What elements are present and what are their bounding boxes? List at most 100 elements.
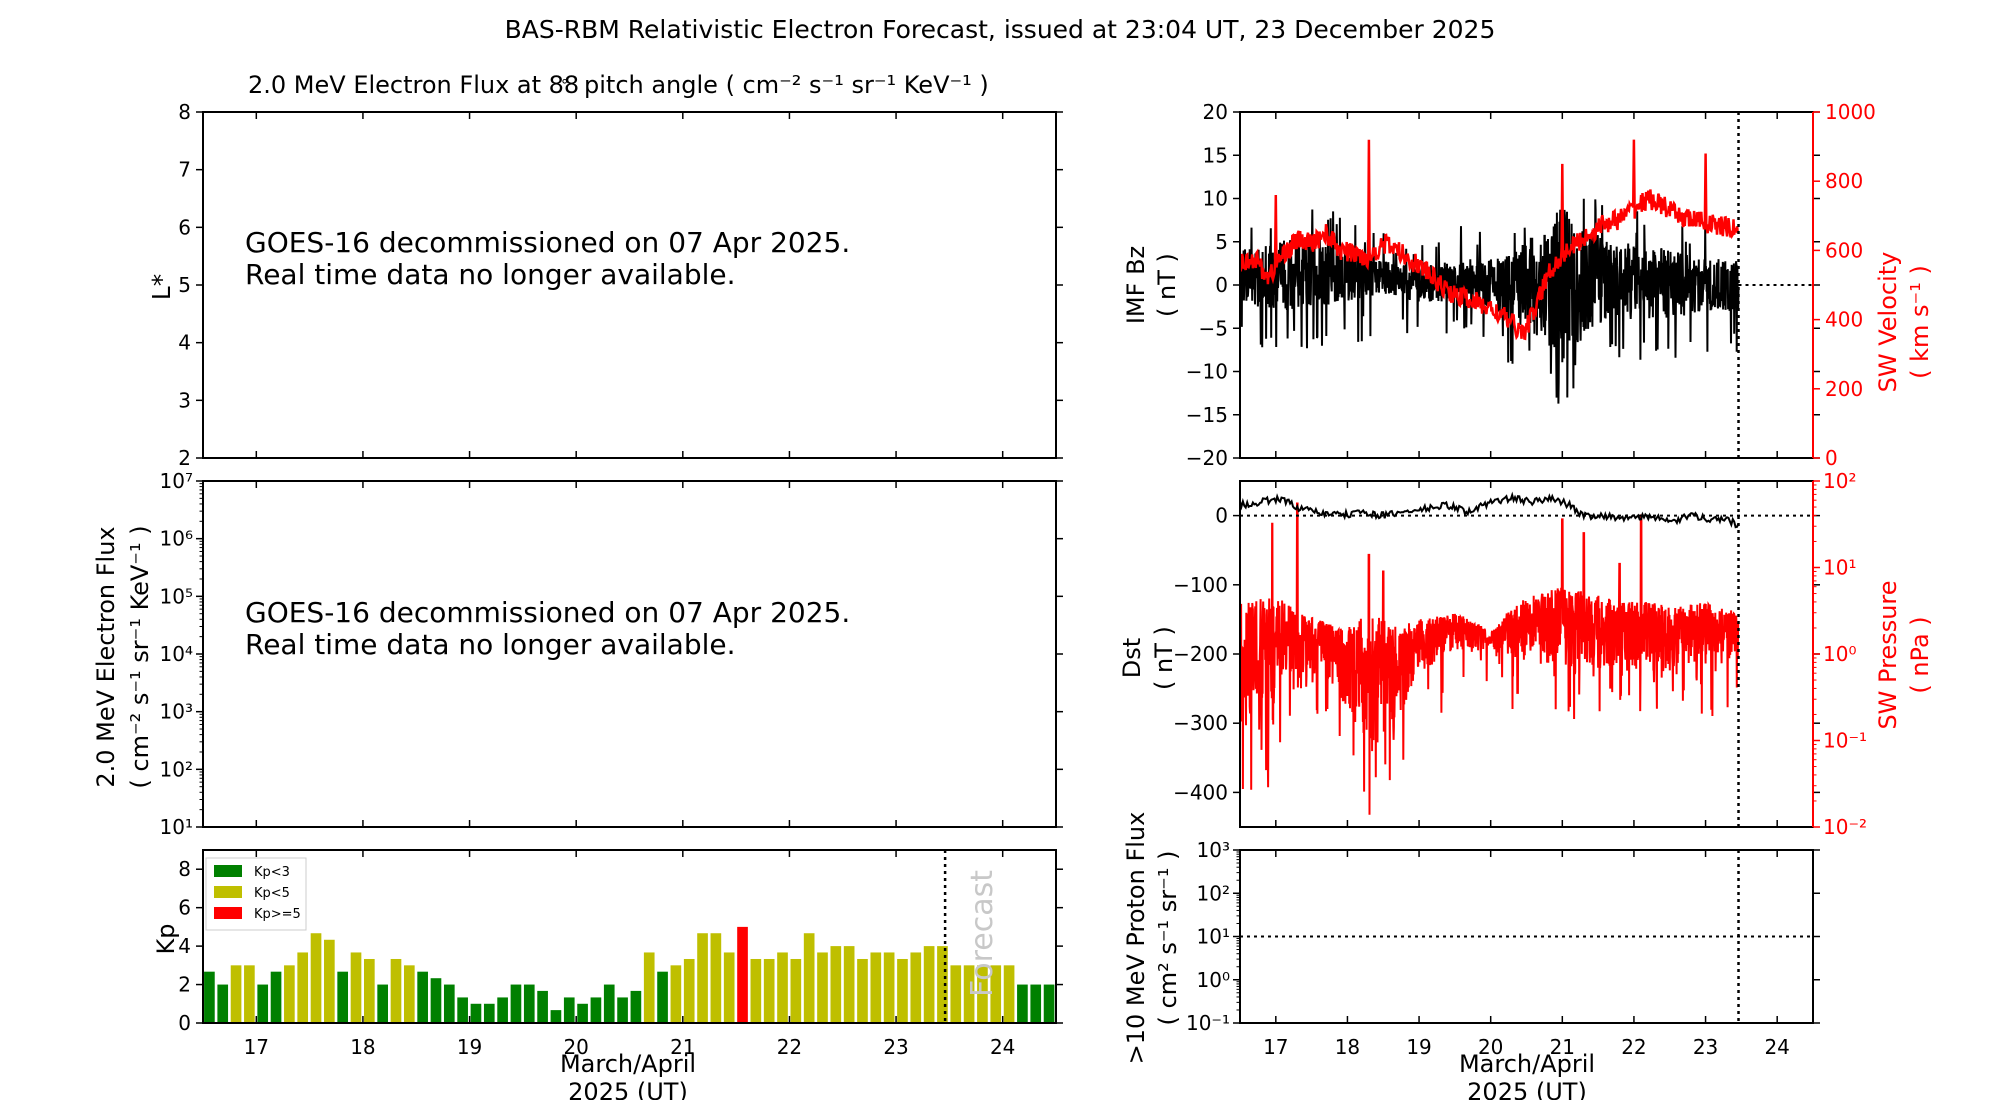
kp-bar [350, 952, 362, 1023]
kp-bar [364, 958, 375, 1023]
kp-bar [950, 965, 962, 1023]
kp-forecast-label: Forecast [965, 870, 1000, 997]
kp-bar [483, 1003, 495, 1023]
proton-xtick-label: 22 [1621, 1035, 1646, 1059]
kp-bar [630, 990, 642, 1023]
dst-panel: −400 −300 −200 −100 0 10⁻² 10⁻¹ 10⁰ 10¹ 10² Dst (… [1118, 469, 1934, 839]
kp-bar [790, 958, 802, 1023]
kp-bar [324, 939, 335, 1023]
dst-axes: −400 −300 −200 −100 0 10⁻² 10⁻¹ 10⁰ 10¹ 10² [1173, 469, 1867, 839]
eflux-ylabel-line1: 2.0 MeV Electron Flux [92, 526, 120, 787]
lstar-ytick-label: 8 [178, 100, 191, 124]
lstar-ytick-label: 2 [178, 446, 191, 470]
lstar-title-degree: ∘ [560, 72, 569, 90]
kp-bar [683, 958, 695, 1023]
eflux-message-line1: GOES-16 decommissioned on 07 Apr 2025. [245, 596, 850, 629]
kp-bar [937, 946, 948, 1023]
lstar-ytick-label: 3 [178, 388, 191, 412]
eflux-ytick-label: 10⁵ [160, 584, 193, 608]
kp-bar [257, 984, 269, 1023]
sw-pressure-label-line2: ( nPa ) [1906, 616, 1934, 693]
kp-bar [403, 965, 415, 1023]
figure-title: BAS-RBM Relativistic Electron Forecast, … [505, 15, 1496, 44]
kp-bar [963, 965, 975, 1023]
kp-bar [204, 971, 215, 1023]
proton-ylabel-line2: ( cm² s⁻¹ sr⁻¹ ) [1154, 851, 1182, 1026]
imf-ylabel-line1: IMF Bz [1122, 246, 1150, 324]
sw-velocity-label-line1: SW Velocity [1874, 252, 1902, 393]
kp-xtick-label: 18 [350, 1035, 375, 1059]
sw-velocity-ytick-label: 600 [1825, 238, 1863, 262]
dst-ytick-label: −300 [1173, 711, 1228, 735]
proton-ytick-label: 10⁰ [1197, 968, 1230, 992]
kp-bar [430, 978, 442, 1023]
proton-xtick-label: 21 [1550, 1035, 1575, 1059]
kp-xtick-label: 19 [457, 1035, 482, 1059]
kp-bar [857, 958, 868, 1023]
proton-panel: 17 18 19 20 21 22 23 24 10⁻¹ 10⁰ 10¹ 10² 10³ >10 MeV… [1122, 812, 1820, 1100]
kp-legend-swatch-mid [214, 886, 242, 898]
kp-bar [297, 952, 309, 1023]
kp-bar [1003, 965, 1015, 1023]
dst-ytick-label: −200 [1173, 642, 1228, 666]
kp-xtick-label: 17 [244, 1035, 269, 1059]
sw-pressure-ytick-label: 10⁻¹ [1823, 729, 1867, 753]
sw-pressure-series [1240, 502, 1740, 815]
kp-xtick-label: 22 [777, 1035, 802, 1059]
imf-ytick-label: −15 [1186, 403, 1228, 427]
kp-bar [737, 926, 748, 1023]
kp-bar [1043, 984, 1055, 1023]
kp-bar [310, 933, 322, 1023]
kp-bar [830, 946, 842, 1023]
kp-bar [883, 952, 895, 1023]
kp-legend-label-high: Kp>=5 [254, 907, 301, 922]
kp-bar [777, 952, 788, 1023]
kp-ytick-label: 0 [178, 1011, 191, 1035]
proton-ylabel-line1: >10 MeV Proton Flux [1122, 812, 1150, 1065]
sw-velocity-series [1240, 139, 1740, 341]
lstar-ytick-label: 7 [178, 158, 191, 182]
proton-xtick-label: 24 [1764, 1035, 1789, 1059]
kp-bar [750, 958, 762, 1023]
kp-ytick-label: 2 [178, 973, 191, 997]
kp-bar [230, 965, 242, 1023]
imf-ytick-label: −20 [1186, 446, 1228, 470]
proton-ytick-label: 10² [1197, 881, 1230, 905]
kp-bar [870, 952, 882, 1023]
kp-bar [337, 971, 349, 1023]
sw-pressure-ytick-label: 10⁻² [1823, 815, 1867, 839]
kp-bar [710, 933, 722, 1023]
kp-bar [1030, 984, 1042, 1023]
imf-ytick-label: 20 [1203, 100, 1228, 124]
lstar-axes: 2 3 4 5 6 7 8 [178, 100, 1063, 470]
kp-xtick-label: 21 [670, 1035, 695, 1059]
eflux-ytick-label: 10⁷ [160, 469, 193, 493]
kp-bar [670, 965, 682, 1023]
kp-legend-swatch-high [214, 907, 242, 919]
kp-xlabel-line1: March/April [560, 1050, 696, 1078]
lstar-ylabel: L* [147, 274, 176, 300]
kp-bar [390, 958, 402, 1023]
sw-pressure-label-line1: SW Pressure [1874, 580, 1902, 729]
sw-pressure-ytick-label: 10¹ [1823, 556, 1856, 580]
sw-velocity-label-line2: ( km s⁻¹ ) [1906, 265, 1934, 379]
kp-bar [603, 984, 615, 1023]
proton-ytick-label: 10³ [1197, 838, 1230, 862]
kp-bar [550, 1010, 562, 1023]
kp-bar [457, 997, 468, 1023]
kp-bar [843, 946, 855, 1023]
lstar-message-line1: GOES-16 decommissioned on 07 Apr 2025. [245, 226, 850, 259]
lstar-ytick-label: 4 [178, 331, 191, 355]
imf-ytick-label: 15 [1203, 143, 1228, 167]
proton-xtick-label: 19 [1406, 1035, 1431, 1059]
kp-bar [537, 990, 548, 1023]
kp-xtick-label: 24 [990, 1035, 1015, 1059]
kp-bar [1017, 984, 1028, 1023]
kp-bar [803, 933, 815, 1023]
imf-ytick-label: 5 [1215, 230, 1228, 254]
eflux-ytick-label: 10³ [160, 700, 193, 724]
